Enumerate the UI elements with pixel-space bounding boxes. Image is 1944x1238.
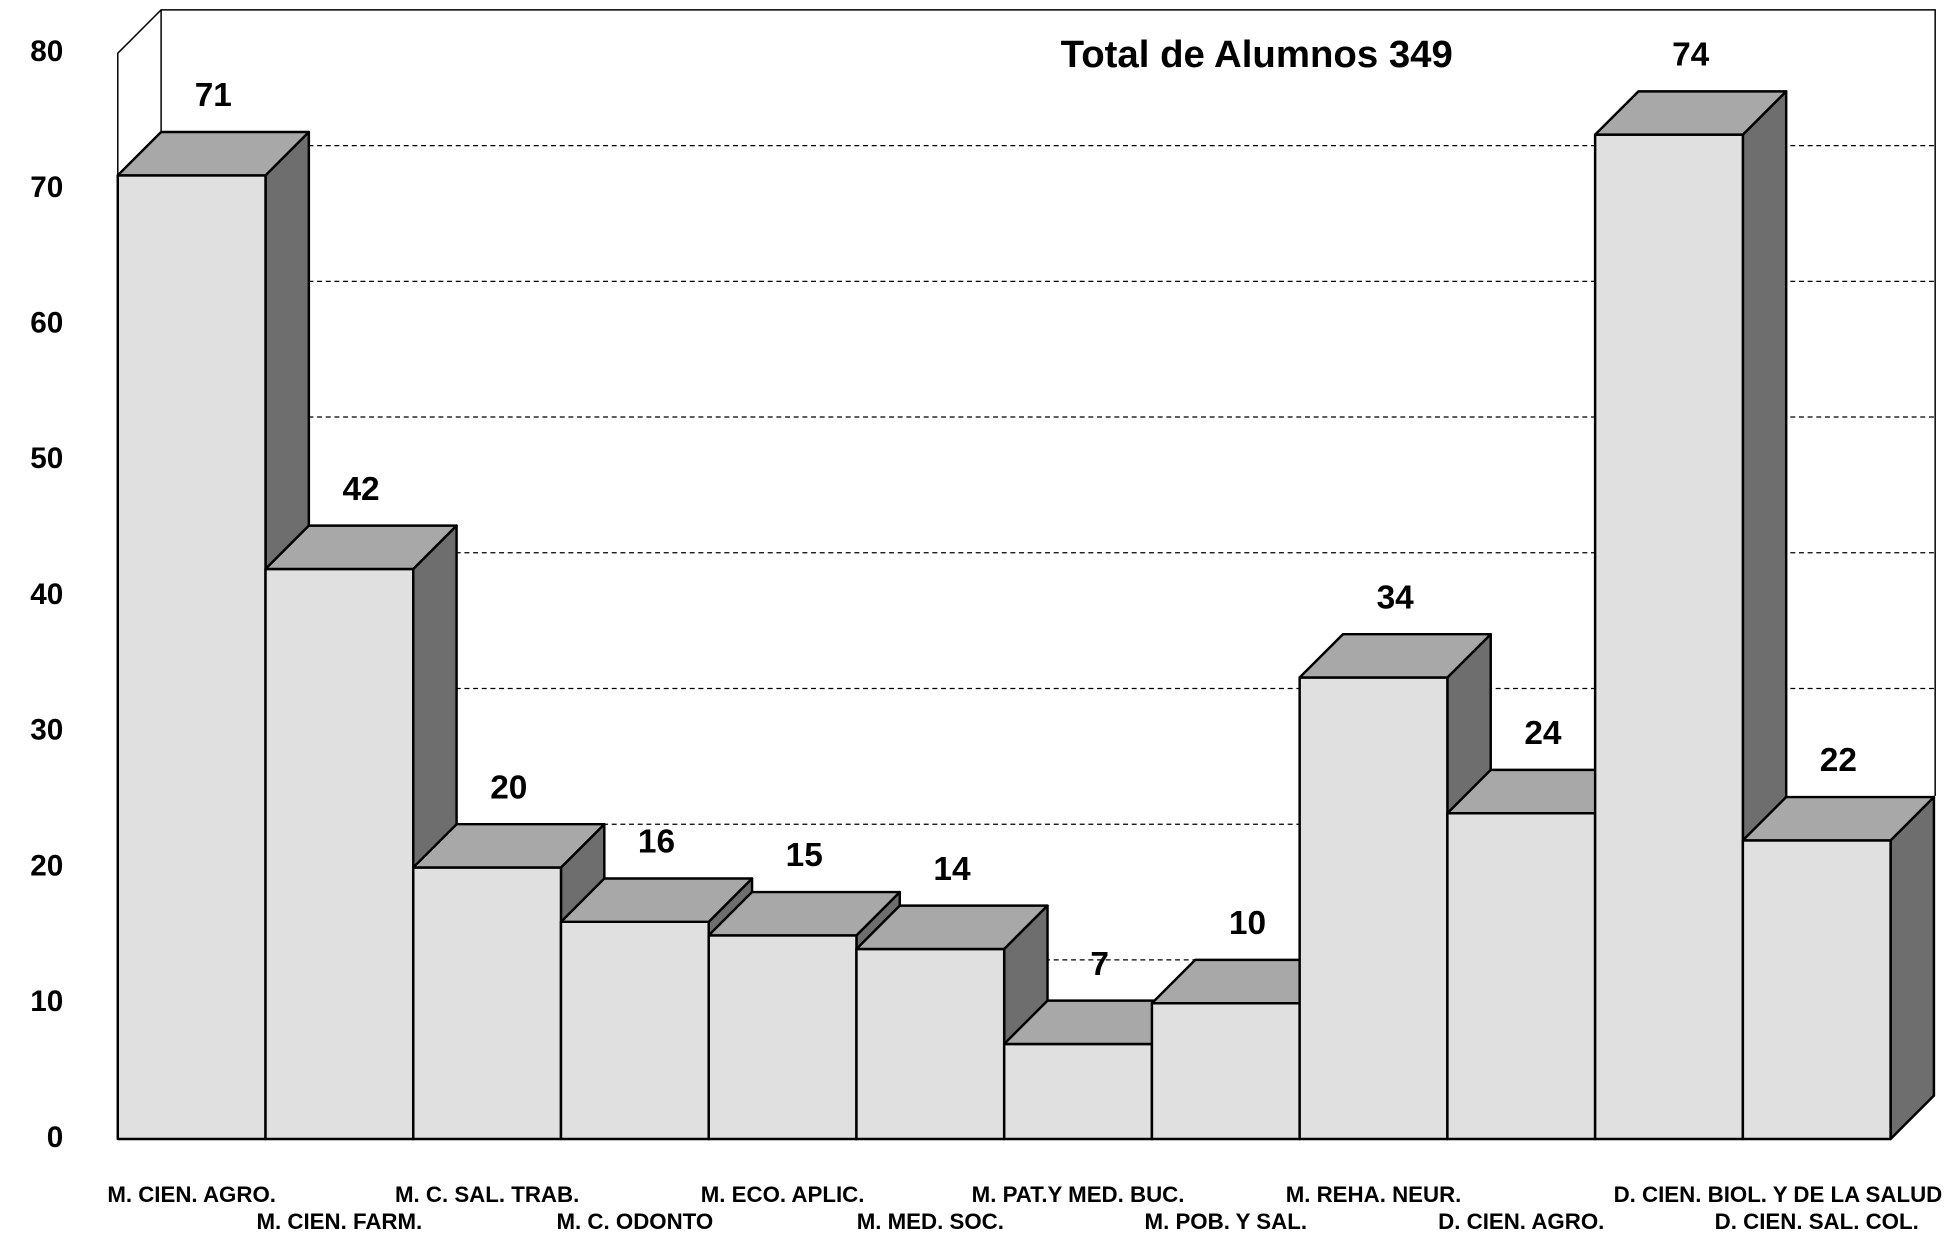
x-tick-label: M. MED. SOC. (857, 1209, 1004, 1234)
bar (264, 567, 415, 1141)
value-label: 14 (933, 851, 971, 888)
y-tick-label: 80 (30, 35, 63, 68)
value-label: 24 (1524, 715, 1562, 752)
y-tick-label: 70 (30, 171, 63, 204)
y-tick-label: 0 (47, 1121, 64, 1154)
bar-top (1741, 795, 1936, 842)
y-tick-label: 30 (30, 714, 63, 747)
x-tick-label: M. CIEN. AGRO. (107, 1182, 276, 1207)
bar (1150, 1002, 1301, 1141)
bar (1002, 1042, 1154, 1141)
value-label: 34 (1377, 579, 1415, 616)
bar (116, 174, 267, 1141)
x-tick-label: M. CIEN. FARM. (256, 1209, 422, 1234)
bar (1741, 839, 1892, 1141)
x-tick-label: M. REHA. NEUR. (1286, 1182, 1462, 1207)
value-label: 71 (195, 77, 232, 114)
bar (1593, 133, 1745, 1141)
value-label: 16 (638, 824, 675, 861)
value-label: 42 (342, 471, 379, 508)
bars (116, 90, 1936, 1141)
bar-top (412, 822, 606, 869)
bar-top (707, 890, 902, 937)
y-tick-label: 20 (30, 849, 63, 882)
value-label: 20 (490, 769, 527, 806)
value-label: 7 (1090, 946, 1109, 983)
y-tick-label: 50 (30, 442, 63, 475)
x-tick-label: M. ECO. APLIC. (701, 1182, 865, 1207)
bar-top (116, 130, 311, 177)
y-tick-label: 10 (30, 985, 63, 1018)
chart-title: Total de Alumnos 349 (1061, 33, 1453, 76)
bar-top (264, 524, 458, 571)
y-tick-label: 60 (30, 307, 63, 340)
value-label: 15 (786, 837, 823, 874)
bar (707, 934, 858, 1141)
x-tick-label: D. CIEN. AGRO. (1438, 1209, 1604, 1234)
y-tick-label: 40 (30, 578, 63, 611)
bar-top (559, 877, 754, 924)
x-tick-label: D. CIEN. SAL. COL. (1715, 1209, 1919, 1234)
bar (1298, 676, 1449, 1141)
x-tick-label: M. C. SAL. TRAB. (395, 1182, 579, 1207)
value-label: 74 (1672, 36, 1710, 73)
bar (559, 920, 710, 1141)
bar (412, 866, 563, 1141)
x-tick-label: M. PAT.Y MED. BUC. (972, 1182, 1185, 1207)
value-label: 22 (1820, 742, 1857, 779)
bar-top (855, 904, 1049, 951)
bar (855, 947, 1006, 1141)
bar-top (1593, 90, 1788, 136)
bar (1446, 812, 1597, 1141)
value-label: 10 (1229, 905, 1266, 942)
bar-side (1889, 795, 1936, 1141)
x-tick-label: M. C. ODONTO (557, 1209, 714, 1234)
x-tick-label: M. POB. Y SAL. (1145, 1209, 1307, 1234)
x-tick-label: D. CIEN. BIOL. Y DE LA SALUD (1614, 1182, 1943, 1207)
bar-top (1298, 632, 1492, 679)
